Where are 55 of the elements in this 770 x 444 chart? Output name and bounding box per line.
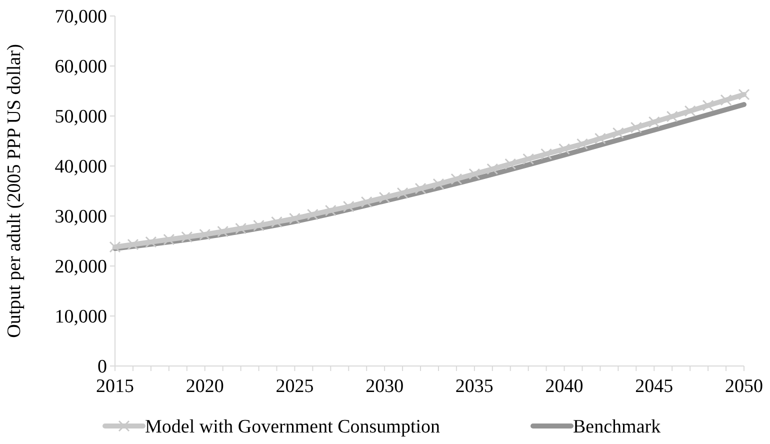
point	[540, 148, 552, 160]
y-tick-label: 40,000	[54, 156, 107, 178]
point	[630, 122, 642, 134]
y-tick-label: 20,000	[54, 256, 107, 278]
point	[468, 168, 480, 180]
point	[720, 94, 732, 106]
point	[702, 100, 714, 112]
point	[432, 178, 444, 190]
point	[576, 138, 588, 150]
y-tick-label: 60,000	[54, 56, 107, 78]
y-tick-label: 0	[98, 356, 107, 378]
point	[288, 212, 300, 224]
y-tick-label: 30,000	[54, 206, 107, 228]
point	[127, 238, 139, 250]
point	[145, 236, 157, 248]
point	[270, 216, 282, 228]
y-tick-label: 10,000	[54, 306, 107, 328]
point	[414, 182, 426, 194]
y-tick-label: 70,000	[54, 6, 107, 28]
point	[378, 192, 390, 204]
y-axis-title: Output per adult (2005 PPP US dollar)	[4, 44, 25, 338]
x-tick-label: 2015	[96, 376, 134, 397]
point	[648, 116, 660, 128]
x-tick-label: 2030	[366, 376, 404, 397]
x-tick-label: 2025	[276, 376, 314, 397]
point	[558, 143, 570, 155]
point	[199, 228, 211, 240]
point	[396, 187, 408, 199]
point	[306, 208, 318, 220]
point	[181, 231, 193, 243]
x-tick-label: 2035	[455, 376, 494, 397]
point	[504, 158, 516, 170]
point	[594, 132, 606, 144]
point	[342, 200, 354, 212]
point	[612, 127, 624, 139]
legend-label: Model with Government Consumption	[145, 416, 441, 438]
point	[253, 220, 265, 232]
point	[522, 153, 534, 165]
x-tick-label: 2020	[186, 376, 224, 397]
point	[109, 241, 121, 253]
point	[360, 196, 372, 208]
legend-label: Benchmark	[573, 416, 662, 438]
x-tick-label: 2040	[545, 376, 584, 397]
point	[324, 204, 336, 216]
x-tick-label: 2050	[725, 376, 763, 397]
point	[486, 163, 498, 175]
point	[666, 110, 678, 122]
point	[217, 226, 229, 238]
point	[738, 88, 750, 100]
y-tick-label: 50,000	[54, 106, 107, 128]
point	[235, 222, 247, 234]
point	[450, 173, 462, 185]
point	[163, 234, 175, 246]
x-tick-label: 2045	[635, 376, 674, 397]
point	[684, 105, 696, 117]
